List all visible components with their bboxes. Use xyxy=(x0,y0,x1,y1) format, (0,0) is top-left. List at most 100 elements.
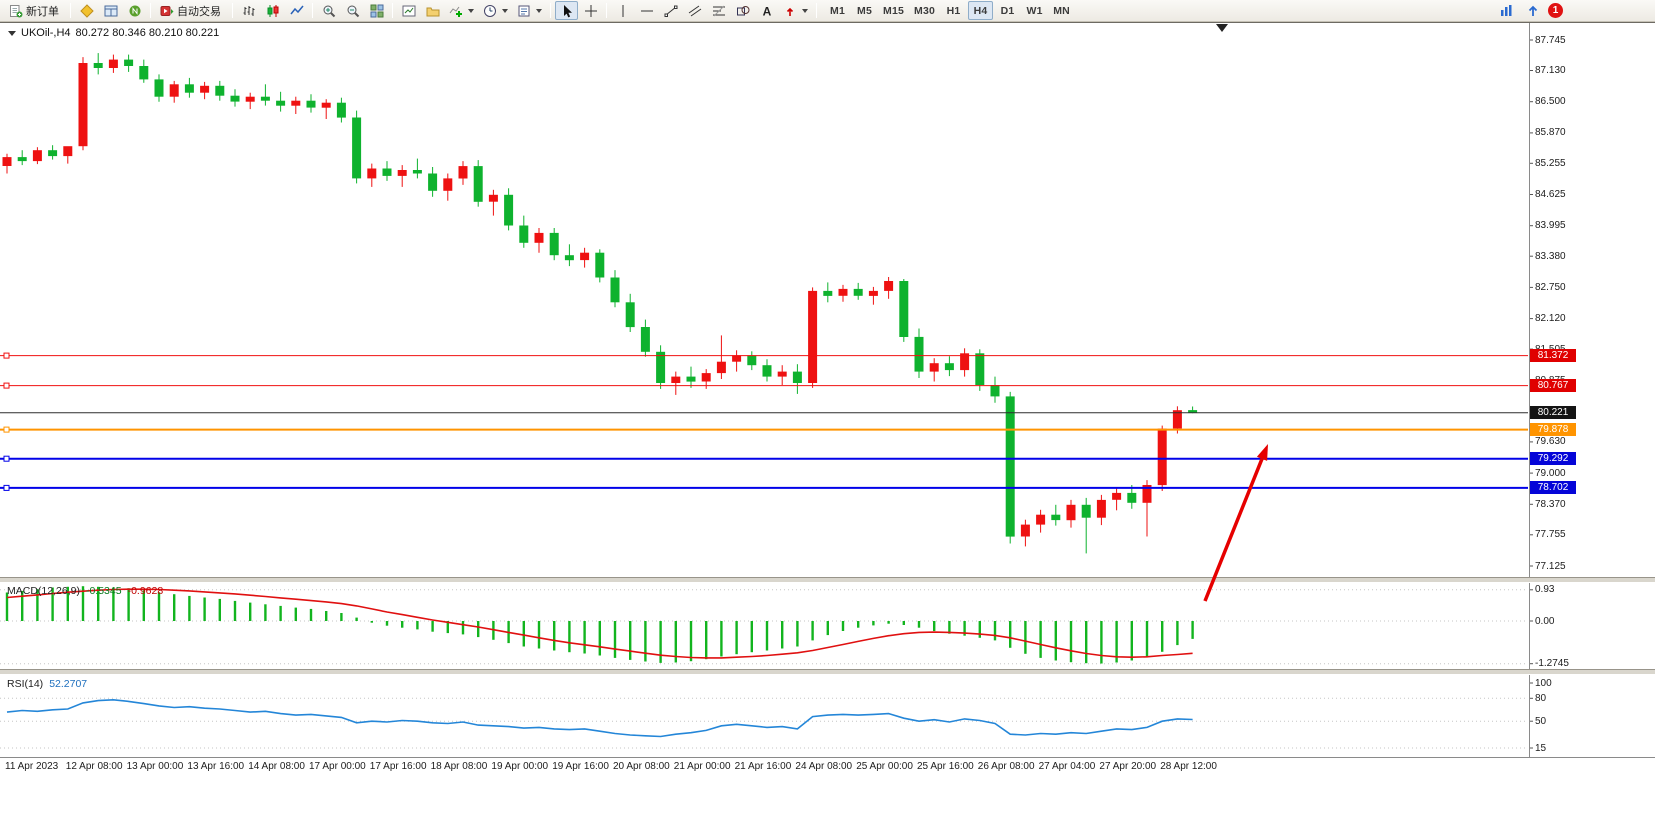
svg-text:A: A xyxy=(762,4,771,18)
rsi-scale-label: 50 xyxy=(1535,715,1547,727)
timeframe-button-m30[interactable]: M30 xyxy=(914,4,936,17)
time-axis-label: 12 Apr 08:00 xyxy=(65,761,123,772)
time-axis-label: 14 Apr 08:00 xyxy=(248,761,305,772)
chart-ohlc-values: 80.272 80.346 80.210 80.221 xyxy=(75,27,220,39)
auto-scroll-button[interactable] xyxy=(1494,1,1517,20)
price-axis-label: 85.255 xyxy=(1535,157,1566,169)
periods-button[interactable] xyxy=(479,1,512,20)
chevron-down-icon xyxy=(502,8,508,13)
price-axis-label: 85.870 xyxy=(1535,127,1566,139)
macd-main-value: -0.5345 xyxy=(85,585,122,597)
time-axis-label: 21 Apr 16:00 xyxy=(734,761,792,772)
rsi-name: RSI(14) xyxy=(7,678,44,690)
crosshair-button[interactable] xyxy=(579,1,602,20)
blue-bars-icon xyxy=(1500,4,1511,16)
time-axis-line xyxy=(0,757,1655,758)
profiles-button[interactable] xyxy=(421,1,444,20)
price-line-badge: 81.372 xyxy=(1530,349,1576,363)
time-axis-label: 17 Apr 00:00 xyxy=(309,761,366,772)
toolbar-separator xyxy=(312,3,313,18)
chevron-down-icon xyxy=(536,8,542,13)
candlestick-chart-button[interactable] xyxy=(261,1,284,20)
crosshair-icon xyxy=(584,4,597,17)
navigator-button[interactable] xyxy=(123,1,146,20)
price-axis-label: 81.505 xyxy=(1535,344,1566,355)
current-price-badge: 80.221 xyxy=(1530,406,1576,420)
time-axis-label: 28 Apr 12:00 xyxy=(1160,761,1217,772)
market-watch-button[interactable] xyxy=(75,1,98,20)
zoom-in-button[interactable] xyxy=(317,1,340,20)
autotrade-button[interactable]: 自动交易 xyxy=(155,1,228,20)
pane-separator-rsi[interactable] xyxy=(0,669,1655,675)
bar-chart-icon xyxy=(243,5,254,16)
time-axis-label: 19 Apr 16:00 xyxy=(552,761,609,772)
notification-badge[interactable]: 1 xyxy=(1548,3,1563,18)
toolbar-separator xyxy=(816,3,817,18)
data-window-button[interactable] xyxy=(99,1,122,20)
templates-button[interactable] xyxy=(513,1,546,20)
price-axis-label: 84.625 xyxy=(1535,189,1566,201)
arrows-button[interactable] xyxy=(779,1,812,20)
clock-icon xyxy=(484,4,496,17)
timeframe-button-h4[interactable]: H4 xyxy=(968,1,994,20)
text-button[interactable]: A xyxy=(755,1,778,20)
new-order-label: 新订单 xyxy=(26,5,59,18)
chart-dropdown-icon[interactable] xyxy=(8,30,16,36)
indicators-button[interactable] xyxy=(445,1,478,20)
time-axis-label: 25 Apr 16:00 xyxy=(917,761,974,772)
time-axis-label: 13 Apr 00:00 xyxy=(126,761,184,772)
time-axis-label: 25 Apr 00:00 xyxy=(856,761,913,772)
toolbar-separator xyxy=(150,3,151,18)
time-axis-label: 20 Apr 08:00 xyxy=(613,761,670,772)
price-axis-label: 82.120 xyxy=(1535,313,1566,325)
tile-windows-button[interactable] xyxy=(365,1,388,20)
rsi-scale-label: 15 xyxy=(1535,742,1547,754)
horizontal-line-button[interactable] xyxy=(635,1,658,20)
chart-symbol-period: UKOil-,H4 xyxy=(21,27,71,39)
chart-top-border xyxy=(0,22,1655,23)
chart-shift-button[interactable] xyxy=(1521,1,1544,20)
timeframe-button-w1[interactable]: W1 xyxy=(1026,4,1043,17)
tile-windows-icon xyxy=(370,4,383,17)
timeframe-button-d1[interactable]: D1 xyxy=(1000,4,1015,17)
zoom-out-icon xyxy=(347,5,359,17)
vertical-line-icon xyxy=(622,4,623,17)
zoom-in-icon xyxy=(323,5,335,17)
timeframe-button-m1[interactable]: M1 xyxy=(830,4,845,17)
timeframe-button-h1[interactable]: H1 xyxy=(946,4,961,17)
time-axis-label: 11 Apr 2023 xyxy=(5,761,59,772)
new-chart-button[interactable] xyxy=(397,1,420,20)
macd-scale-label: -1.2745 xyxy=(1535,658,1569,670)
bar-chart-button[interactable] xyxy=(237,1,260,20)
shapes-button[interactable] xyxy=(731,1,754,20)
new-order-button[interactable]: 新订单 xyxy=(4,1,66,20)
cursor-button[interactable] xyxy=(555,1,578,20)
vertical-line-button[interactable] xyxy=(611,1,634,20)
price-axis-label: 83.995 xyxy=(1535,220,1566,232)
fibonacci-button[interactable] xyxy=(707,1,730,20)
horizontal-line-icon xyxy=(640,10,653,11)
timeframe-button-m15[interactable]: M15 xyxy=(883,4,905,17)
price-axis-label: 87.745 xyxy=(1535,34,1566,46)
fibonacci-icon xyxy=(712,5,725,16)
timeframe-button-m5[interactable]: M5 xyxy=(857,4,872,17)
cursor-icon xyxy=(563,4,572,17)
channel-icon xyxy=(688,5,701,16)
market-watch-icon xyxy=(79,3,94,18)
new-chart-icon xyxy=(402,5,415,16)
trendline-button[interactable] xyxy=(659,1,682,20)
time-axis-label: 27 Apr 20:00 xyxy=(1099,761,1157,772)
price-axis-label: 77.755 xyxy=(1535,529,1566,541)
toolbar-separator xyxy=(232,3,233,18)
timeframe-button-mn[interactable]: MN xyxy=(1053,4,1070,17)
pane-separator-macd[interactable] xyxy=(0,577,1655,583)
line-chart-button[interactable] xyxy=(285,1,308,20)
data-window-icon xyxy=(104,5,117,16)
channel-button[interactable] xyxy=(683,1,706,20)
autotrade-label: 自动交易 xyxy=(177,5,221,18)
price-line-badge: 80.767 xyxy=(1530,379,1576,393)
zoom-out-button[interactable] xyxy=(341,1,364,20)
price-axis-label: 82.750 xyxy=(1535,281,1566,293)
